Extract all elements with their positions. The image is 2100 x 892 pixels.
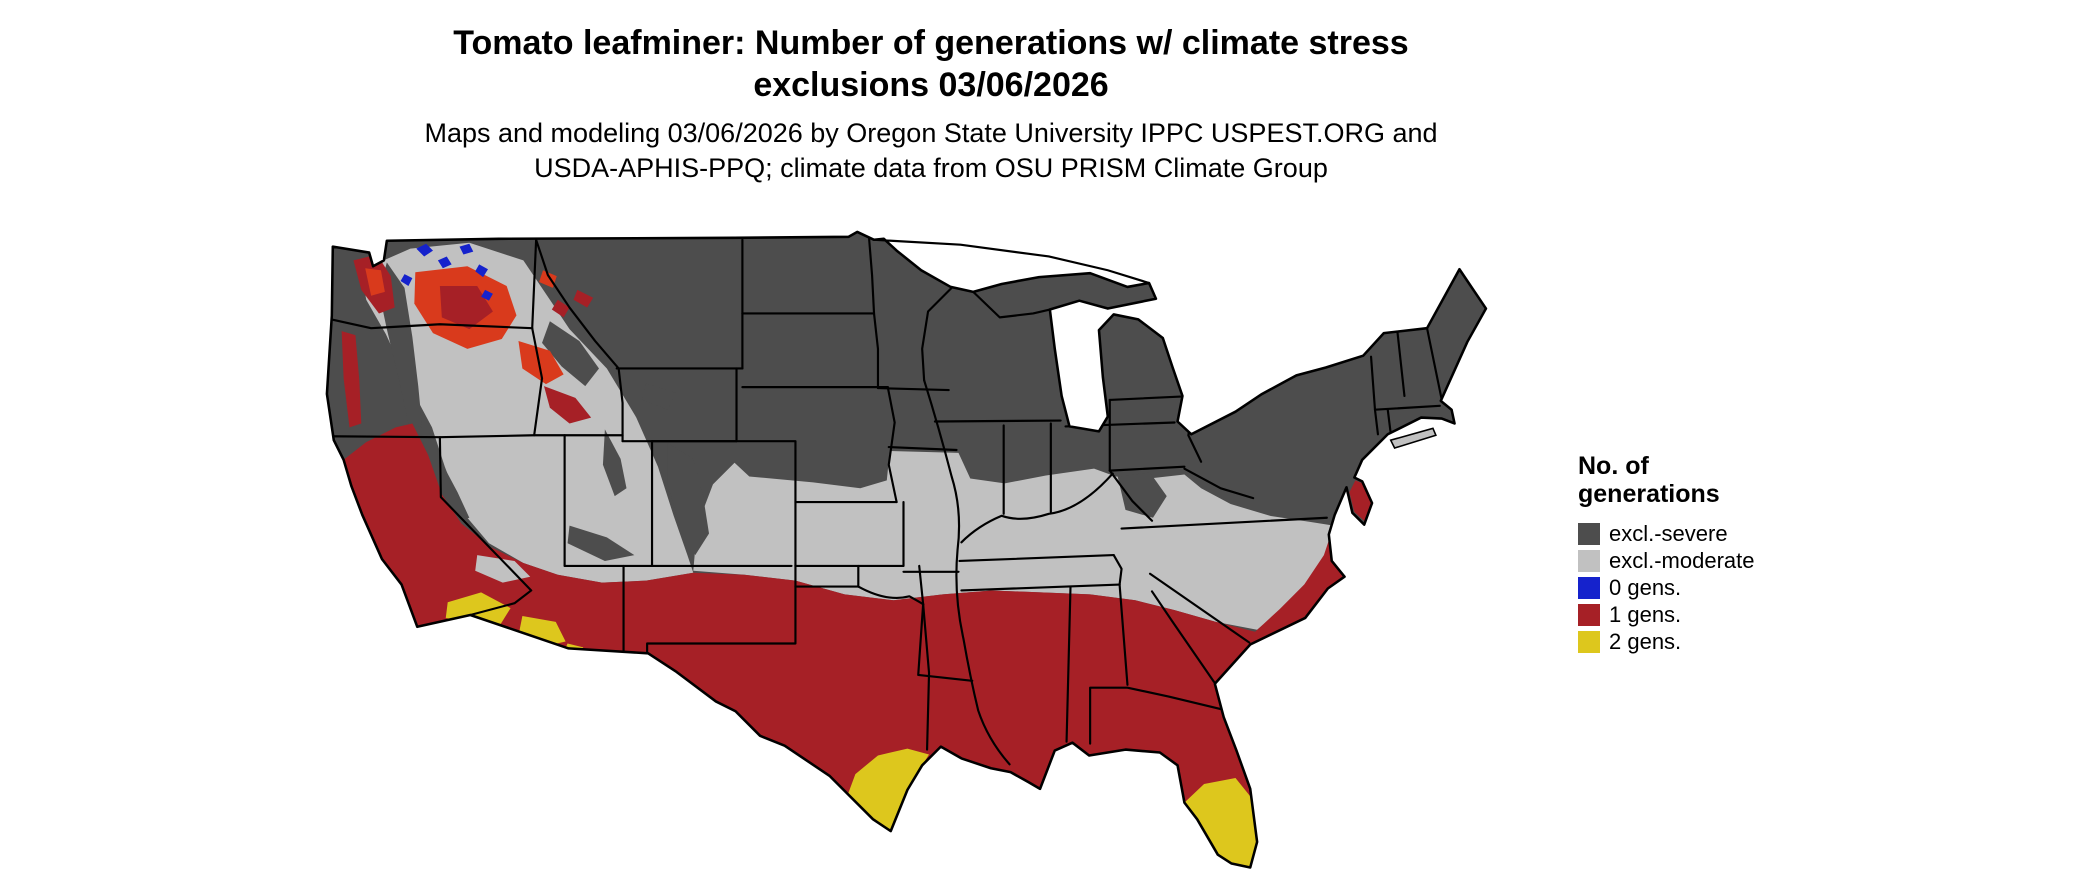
legend-swatch-2-gens [1578,630,1600,653]
region-2-gens-south-texas [845,748,930,832]
legend-item-excl-severe: excl.-severe [1578,520,1755,547]
region-2-gens-south-florida [1184,778,1257,868]
legend-label-excl-severe: excl.-severe [1609,520,1728,546]
page-title: Tomato leafminer: Number of generations … [0,22,1862,106]
patch-severe-wyoming [642,383,676,410]
region-1-gens-main [343,423,1345,868]
patch-severe-mogollon [567,525,635,561]
legend-label-excl-moderate: excl.-moderate [1609,547,1755,573]
us-outline [325,230,1488,869]
subtitle-line-2: USDA-APHIS-PPQ; climate data from OSU PR… [534,153,1328,183]
patch-severe-wasatch [602,429,627,497]
legend-title: No. of generations [1578,452,1720,508]
legend-item-excl-moderate: excl.-moderate [1578,547,1755,574]
legend-label-2-gens: 2 gens. [1609,628,1682,654]
us-generations-map [322,230,1540,890]
subtitle-line-1: Maps and modeling 03/06/2026 by Oregon S… [424,118,1438,148]
patch-severe-idaho [542,321,599,387]
legend-swatch-excl-severe [1578,522,1600,545]
patch-severe-sierra [422,439,470,522]
legend-item-2-gens: 2 gens. [1578,628,1755,655]
patch-1-gens-columbia-core [439,285,493,330]
patch-severe-colorado [667,443,710,556]
legend-swatch-0-gens [1578,576,1600,599]
legend-swatch-excl-moderate [1578,549,1600,572]
patch-1-gens-snake-plain [543,386,592,424]
legend-item-0-gens: 0 gens. [1578,574,1755,601]
title-line-1: Tomato leafminer: Number of generations … [453,24,1409,62]
map-data-layers [326,231,1486,868]
patch-1-gens-puget-core [365,268,385,296]
legend-item-1-gens: 1 gens. [1578,601,1755,628]
legend-label-1-gens: 1 gens. [1609,601,1682,627]
us-map-svg [325,230,1488,869]
patch-severe-appalachia [1117,472,1167,518]
region-0-gens-specks [400,243,493,301]
canada-border-line [873,238,1150,285]
page-subtitle: Maps and modeling 03/06/2026 by Oregon S… [0,116,1862,186]
patch-1-gens-willamette [341,331,362,428]
region-excl-moderate-band [693,450,1334,630]
header: Tomato leafminer: Number of generations … [0,22,1862,186]
patch-1-gens-nw-montana [551,289,594,318]
legend-swatch-1-gens [1578,603,1600,626]
legend-label-0-gens: 0 gens. [1609,574,1682,600]
legend: No. of generations excl.-severe excl.-mo… [1578,452,1755,655]
title-line-2: exclusions 03/06/2026 [753,66,1109,104]
long-island [1389,427,1437,449]
